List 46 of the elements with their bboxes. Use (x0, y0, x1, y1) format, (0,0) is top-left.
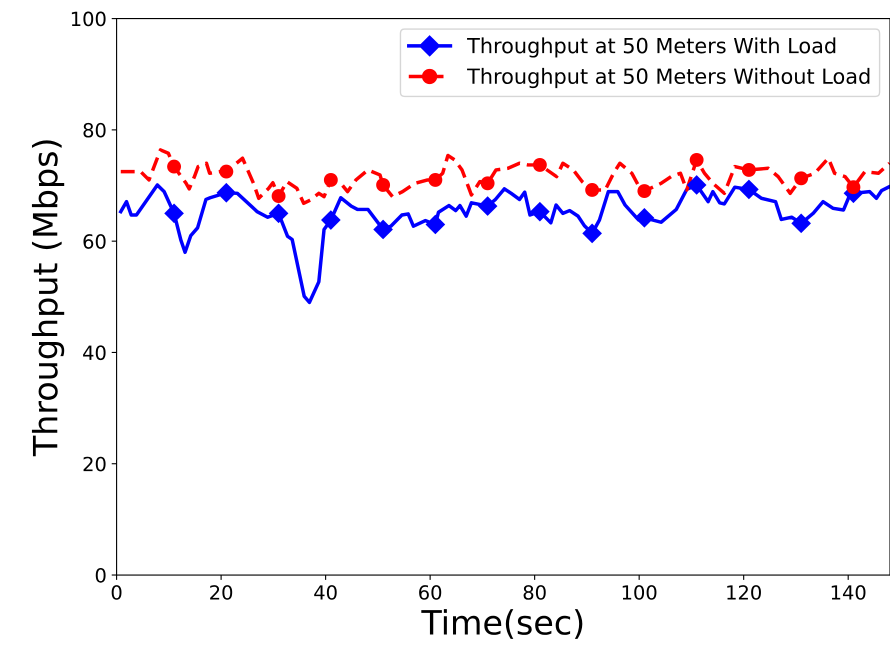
point (794, 171, 808, 186)
x-tick-label: 0 (112, 585, 122, 600)
point (164, 204, 184, 224)
point (216, 182, 236, 203)
y-tick-label: 0 (96, 568, 106, 583)
x-tick-label: 100 (622, 585, 656, 600)
point (530, 202, 550, 222)
point (846, 180, 860, 194)
legend-label: Throughput at 50 Meters With Load (467, 37, 836, 58)
point (637, 184, 652, 198)
point (686, 175, 706, 195)
point (426, 214, 446, 234)
y-tick-label: 60 (83, 234, 106, 249)
y-tick-label: 20 (84, 456, 106, 472)
y-tick-label: 100 (72, 12, 106, 26)
point (428, 173, 442, 187)
point (582, 224, 602, 244)
point (324, 173, 338, 187)
x-tick-label: 120 (727, 585, 761, 600)
y-axis-title: Throughput (Mbps) (32, 140, 64, 456)
point (791, 214, 811, 234)
point (634, 208, 654, 228)
point (268, 204, 288, 224)
line-series (119, 148, 890, 206)
point (219, 164, 234, 179)
x-tick-label: 60 (419, 585, 442, 600)
x-axis-title: Time(sec) (421, 609, 582, 639)
point (690, 152, 704, 167)
x-tick-label: 140 (832, 585, 866, 600)
y-tick-label: 40 (83, 345, 106, 360)
point (167, 160, 182, 174)
point (480, 176, 495, 190)
x-tick-label: 80 (524, 585, 546, 600)
point (376, 178, 390, 192)
x-tick-label: 40 (314, 585, 337, 600)
point (272, 189, 286, 204)
point (742, 162, 756, 177)
legend-label: Throughput at 50 Meters Without Load (467, 68, 870, 88)
x-tick-label: 20 (210, 585, 232, 600)
point (478, 196, 498, 216)
y-tick-label: 80 (83, 122, 106, 138)
point (373, 220, 393, 240)
point (321, 210, 341, 230)
point (585, 183, 600, 197)
point (739, 180, 759, 200)
point (532, 158, 547, 172)
